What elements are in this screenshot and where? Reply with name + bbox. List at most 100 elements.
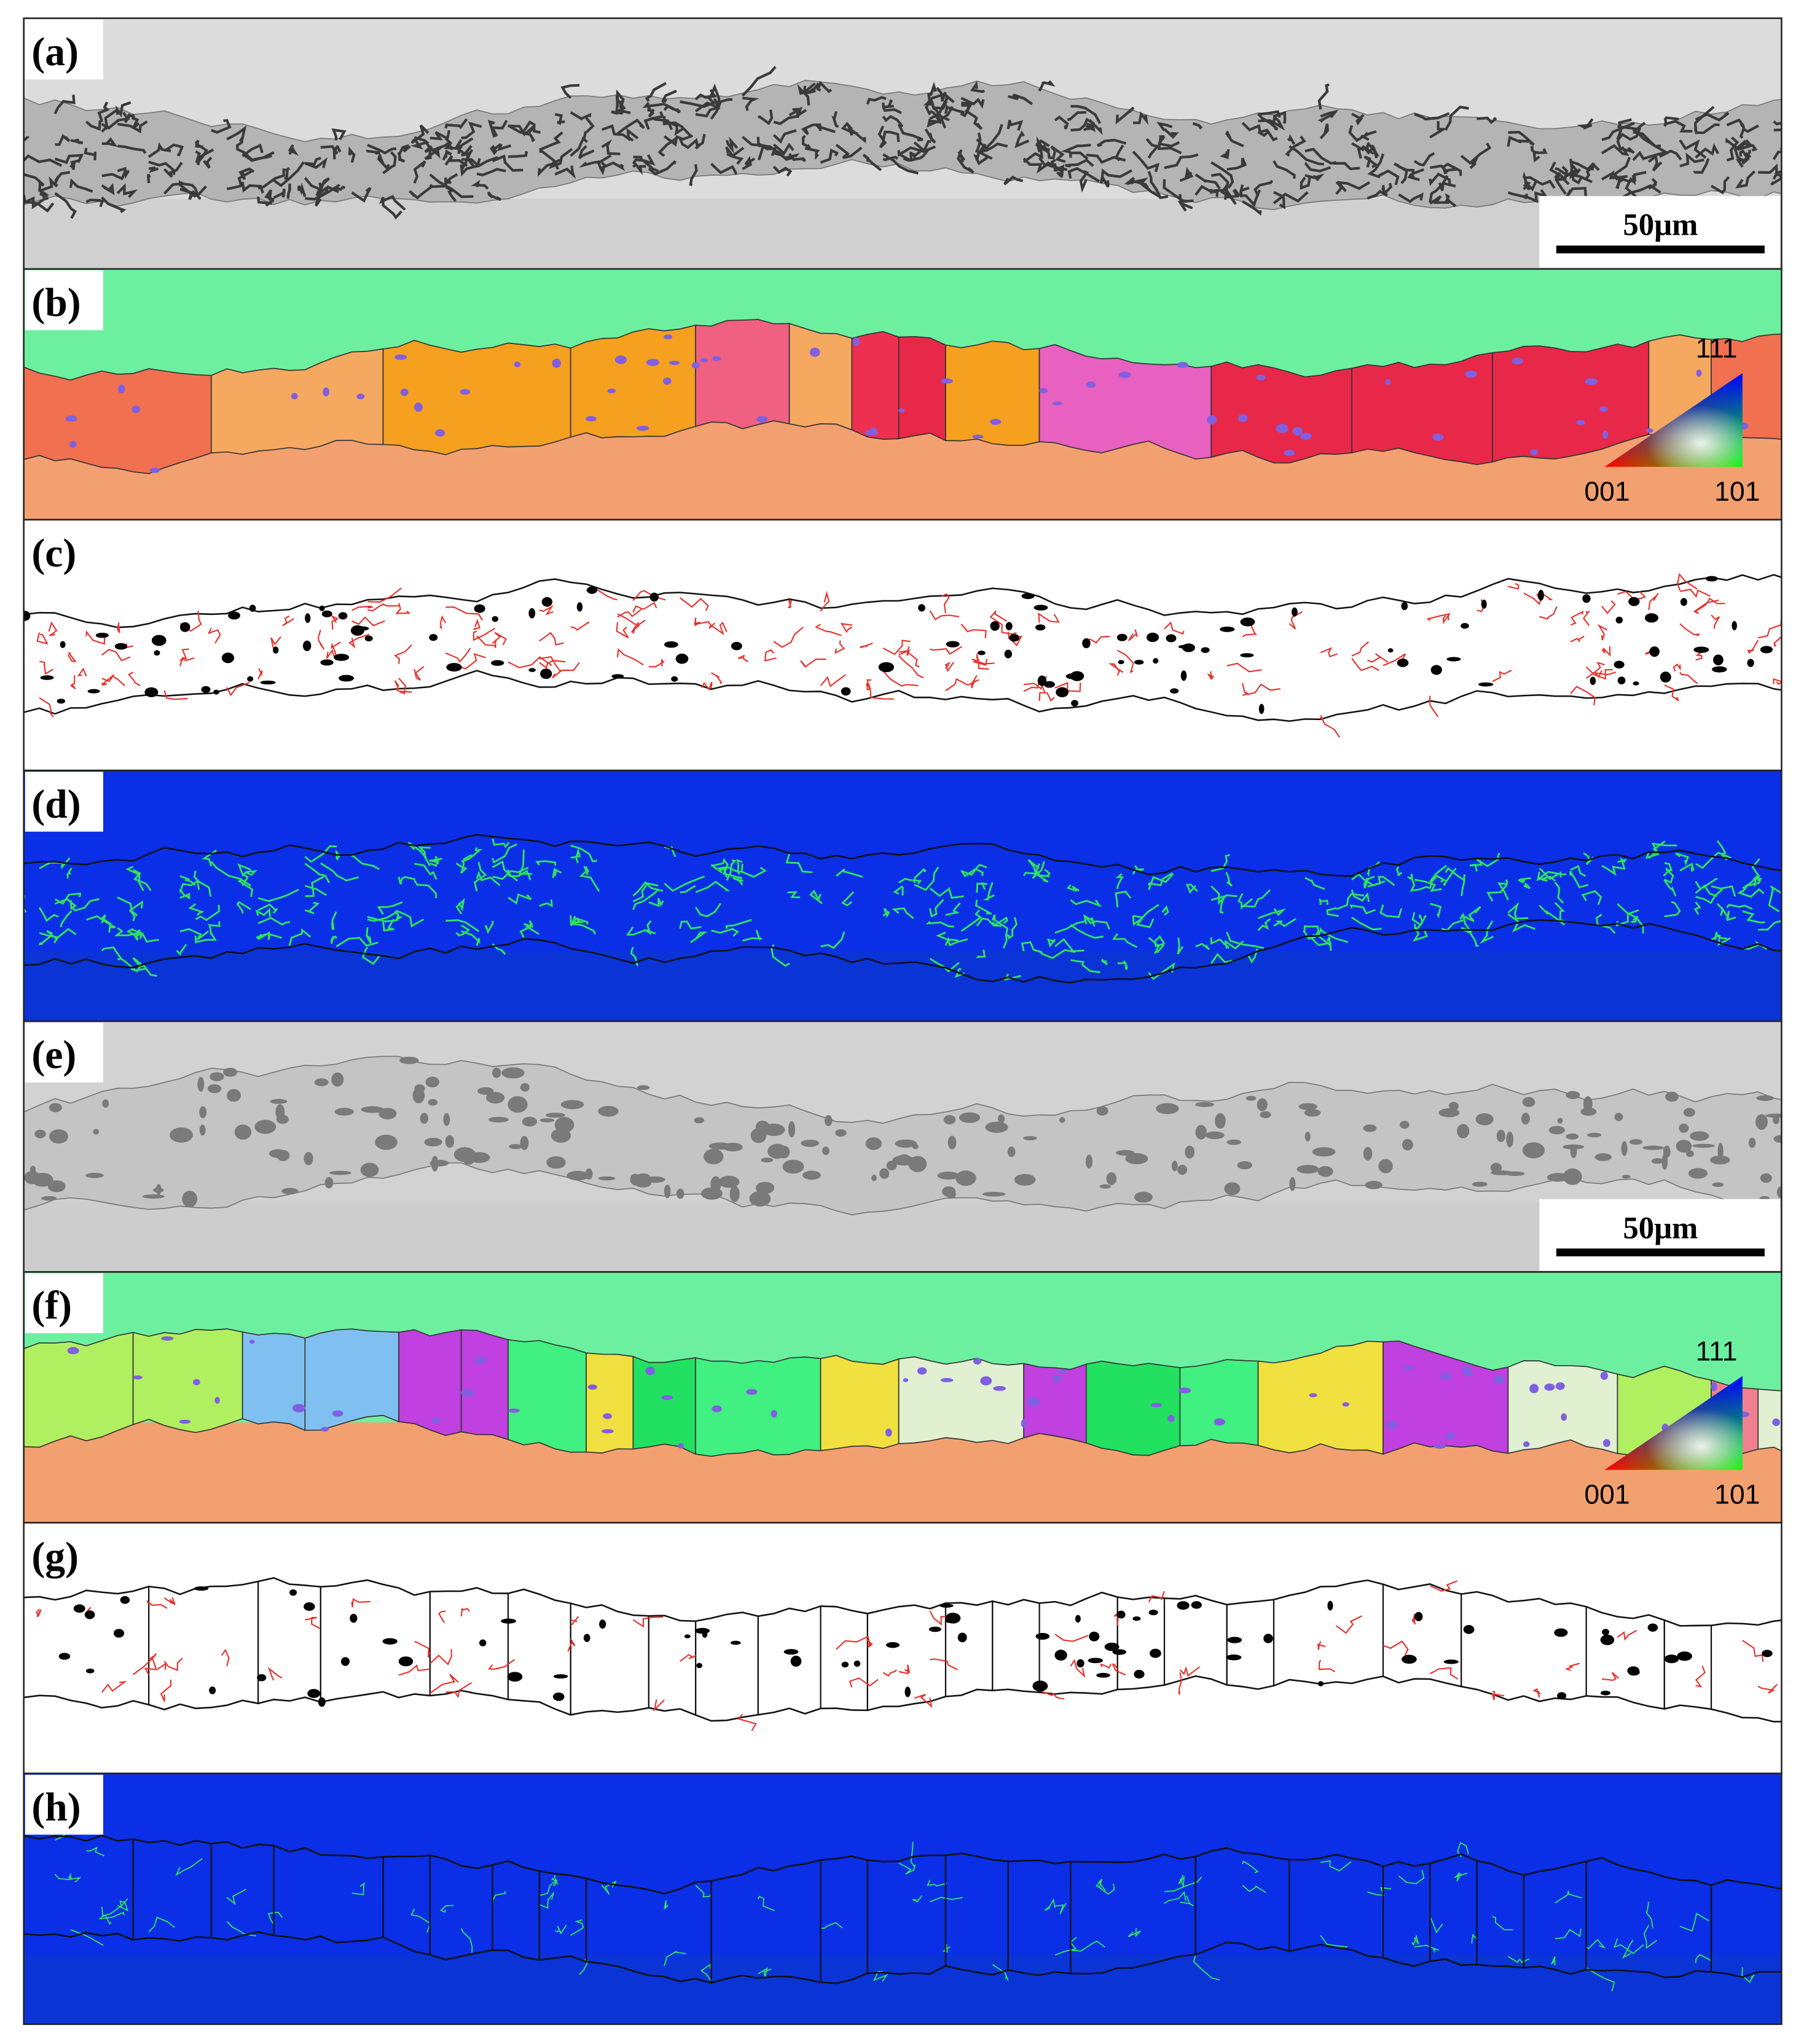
boundary-line xyxy=(1726,118,1746,129)
boundary-line xyxy=(429,858,441,867)
boundary-line xyxy=(48,621,58,636)
boundary-line xyxy=(1117,649,1134,673)
particle xyxy=(1566,1091,1580,1099)
substrate xyxy=(23,1202,1782,1272)
boundary-line xyxy=(1469,859,1483,872)
particle xyxy=(292,1404,306,1412)
boundary-line xyxy=(1148,872,1174,887)
particle xyxy=(324,1177,334,1189)
particle xyxy=(1317,1681,1324,1686)
particle xyxy=(731,1640,741,1645)
panel-image xyxy=(23,268,1782,520)
boundary-line xyxy=(820,931,845,949)
boundary-line xyxy=(893,885,904,896)
boundary-line xyxy=(98,1911,125,1920)
boundary-line xyxy=(1601,646,1611,657)
boundary-line xyxy=(820,148,839,164)
particle xyxy=(1705,576,1718,582)
particle xyxy=(1644,613,1658,623)
particle xyxy=(93,1129,100,1135)
boundary-line xyxy=(882,1669,897,1677)
particle xyxy=(1465,370,1477,378)
boundary-line xyxy=(1195,942,1210,950)
boundary-line xyxy=(23,652,25,655)
boundary-line xyxy=(439,615,447,630)
particle xyxy=(1363,1124,1377,1132)
boundary-line xyxy=(382,918,394,932)
boundary-line xyxy=(70,138,84,144)
particle xyxy=(1629,1139,1643,1145)
particle xyxy=(1615,616,1623,624)
boundary-line xyxy=(1225,130,1244,147)
boundary-line xyxy=(179,879,200,893)
boundary-line xyxy=(1115,890,1132,907)
particle xyxy=(778,1145,790,1159)
particle xyxy=(1075,1615,1081,1623)
particle xyxy=(636,1173,650,1181)
boundary-line xyxy=(960,96,985,109)
boundary-line xyxy=(1779,636,1782,640)
boundary-line xyxy=(1461,906,1481,922)
boundary-line xyxy=(86,1846,105,1857)
boundary-line xyxy=(820,1922,843,1929)
particle xyxy=(918,604,925,612)
boundary-line xyxy=(348,146,356,163)
particle xyxy=(841,1661,849,1668)
boundary-line xyxy=(1601,122,1635,141)
boundary-line xyxy=(194,931,218,944)
particle xyxy=(114,643,128,650)
particle xyxy=(1195,1124,1207,1140)
particle xyxy=(664,641,678,648)
particle xyxy=(1227,1637,1242,1643)
boundary-line xyxy=(330,935,337,944)
boundary-line xyxy=(867,687,894,700)
particle xyxy=(1035,1632,1050,1640)
panel-image xyxy=(23,1021,1800,1272)
particle xyxy=(84,1610,95,1619)
boundary-line xyxy=(535,860,557,866)
boundary-line xyxy=(397,152,406,163)
particle xyxy=(552,358,562,368)
panel-image xyxy=(23,18,1782,269)
boundary-line xyxy=(1570,610,1584,626)
particle xyxy=(1711,1382,1717,1392)
particle xyxy=(1432,433,1444,441)
boundary-line xyxy=(38,907,59,922)
scale-bar xyxy=(1556,245,1765,254)
boundary-line xyxy=(195,148,214,163)
particle xyxy=(1226,1139,1241,1145)
boundary-line xyxy=(1363,875,1375,889)
particle xyxy=(1790,1191,1800,1202)
boundary-line xyxy=(270,636,281,649)
boundary-line xyxy=(39,660,53,675)
particle xyxy=(782,1159,804,1174)
particle xyxy=(289,1589,297,1596)
boundary-line xyxy=(1319,927,1349,943)
boundary-line xyxy=(1492,670,1512,683)
particle xyxy=(488,1116,509,1122)
particle xyxy=(269,1149,287,1158)
boundary-line xyxy=(1773,632,1782,647)
particle xyxy=(898,408,905,413)
boundary-line xyxy=(560,84,580,99)
particle xyxy=(603,1413,612,1419)
weld-band xyxy=(23,1055,1782,1216)
particle xyxy=(1220,626,1235,632)
panel-label: (g) xyxy=(31,1534,79,1579)
particle xyxy=(1676,1140,1692,1153)
boundary-line xyxy=(976,123,1003,151)
scale-bar-box xyxy=(1539,196,1781,268)
boundary-line xyxy=(1695,852,1731,869)
boundary-line xyxy=(1180,1895,1194,1907)
boundary-line xyxy=(1453,1872,1468,1882)
boundary-line xyxy=(1241,122,1269,134)
particle xyxy=(1693,646,1709,653)
particle xyxy=(1033,605,1048,611)
particle xyxy=(443,1113,450,1126)
boundary-line xyxy=(632,888,659,910)
boundary-line xyxy=(455,924,471,937)
boundary-line xyxy=(570,1616,579,1626)
boundary-line xyxy=(820,590,830,612)
boundary-line xyxy=(898,650,920,668)
boundary-line xyxy=(772,165,793,177)
